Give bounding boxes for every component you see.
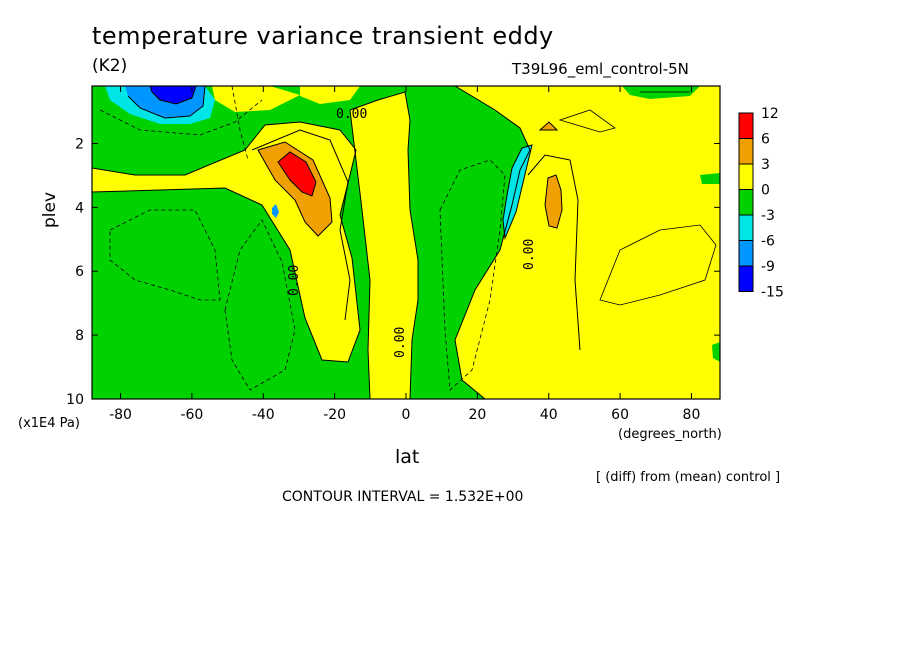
yellow-patch-sh-top-2: [300, 86, 360, 104]
x-tick-label: 20: [468, 407, 486, 423]
colorbar-swatch: [738, 189, 754, 216]
contour-interval-label: CONTOUR INTERVAL = 1.532E+00: [282, 489, 524, 505]
x-tick-label: -20: [323, 407, 346, 423]
colorbar-label: 3: [761, 157, 770, 173]
x-tick-label: -40: [252, 407, 275, 423]
zero-label-equator: 0.00: [393, 327, 408, 358]
colorbar-label: -15: [761, 285, 784, 301]
colorbar-swatch: [738, 138, 754, 165]
colorbar-label: 12: [761, 106, 779, 122]
x-axis-units: (degrees_north): [618, 427, 722, 442]
cyan-band-nh: [503, 145, 532, 238]
blue-spot-sh-mid: [272, 204, 279, 218]
y-tick-label: 4: [75, 200, 84, 216]
x-tick-label: 0: [402, 407, 411, 423]
zero-label-nh: 0.00: [522, 239, 537, 270]
yellow-band-equator: [350, 92, 418, 399]
colorbar-swatch: [738, 214, 754, 241]
green-patch-nh-mid: [700, 173, 720, 184]
yellow-patch-sh-top: [212, 86, 300, 112]
colorbar-swatch: [738, 240, 754, 267]
green-patch-nh-top: [622, 86, 700, 99]
colorbar: 12 6 3 0 -3 -6 -9 -15: [738, 106, 784, 301]
x-tick-label: -80: [109, 407, 132, 423]
yellow-region-nh: [455, 86, 720, 399]
orange-core-sh: [258, 142, 332, 236]
y-tick-label: 2: [75, 136, 84, 152]
colorbar-label: -6: [761, 234, 775, 250]
orange-core-nh: [545, 175, 562, 228]
zero-contour-labels: 0.00 0.00 0.00 0.00: [287, 107, 537, 358]
colorbar-label: 6: [761, 132, 770, 148]
y-axis-units: (x1E4 Pa): [18, 416, 80, 431]
colorbar-swatch: [738, 112, 754, 139]
colorbar-label: -3: [761, 208, 775, 224]
x-axis: -80 -60 -40 -20 0 20 40 60 80: [109, 86, 700, 423]
green-patch-nh-low: [712, 342, 720, 362]
y-tick-label: 6: [75, 264, 84, 280]
colorbar-label: -9: [761, 259, 775, 275]
dashed-negative-contours: [99, 86, 506, 391]
x-tick-label: 40: [540, 407, 558, 423]
chart-title: temperature variance transient eddy: [92, 22, 554, 50]
y-tick-label: 8: [75, 328, 84, 344]
zero-label-top: 0.00: [336, 107, 367, 122]
blue-core-sh-top: [150, 86, 196, 104]
colorbar-swatch: [738, 163, 754, 190]
colorbar-swatch: [738, 265, 754, 292]
x-tick-label: -60: [180, 407, 203, 423]
orange-spot-nh-top: [540, 122, 557, 130]
positive-thin-contours: [558, 91, 717, 306]
chart-units: (K2): [92, 56, 128, 76]
colorbar-label: 0: [761, 183, 770, 199]
contour-field: [92, 86, 720, 399]
run-id-label: T39L96_eml_control-5N: [512, 60, 689, 78]
x-axis-label: lat: [395, 446, 420, 468]
y-tick-label: 10: [66, 392, 84, 408]
y-axis: 2 4 6 8 10: [66, 136, 720, 408]
zero-label-sh: 0.00: [287, 265, 302, 296]
diff-note: [ (diff) from (mean) control ]: [596, 470, 781, 485]
contour-lines: [92, 86, 581, 399]
x-tick-label: 60: [611, 407, 629, 423]
x-tick-label: 80: [683, 407, 701, 423]
